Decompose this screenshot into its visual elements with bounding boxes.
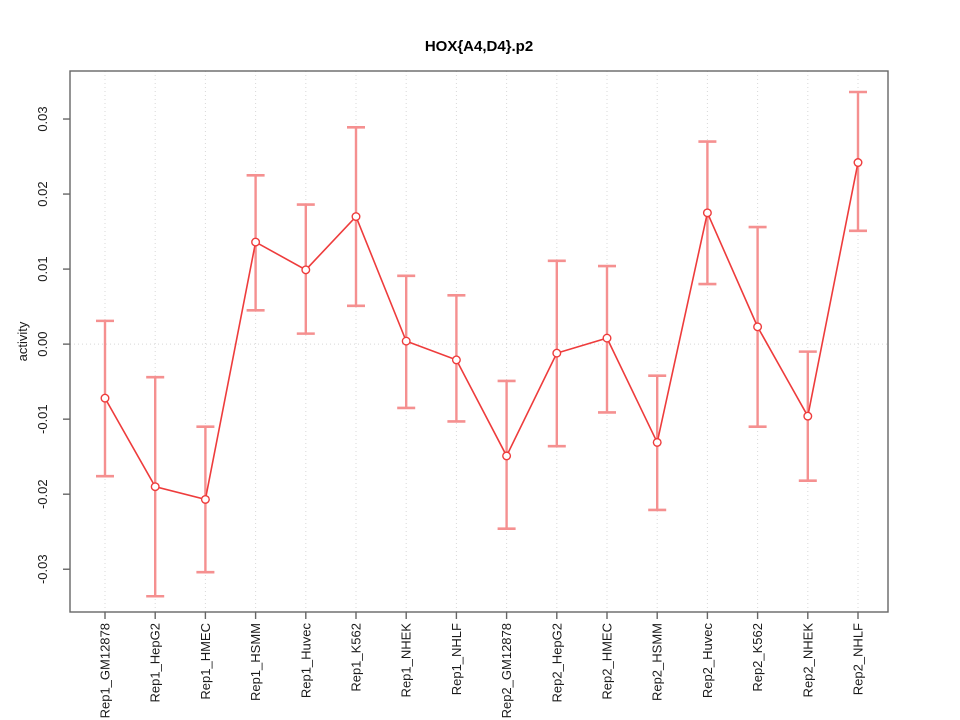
- x-tick-label: Rep1_NHLF: [449, 623, 464, 695]
- x-tick-label: Rep2_GM12878: [499, 623, 514, 718]
- data-point: [652, 437, 662, 447]
- x-tick-label: Rep2_HMEC: [600, 623, 615, 700]
- series-line: [104, 162, 859, 501]
- data-point: [351, 212, 361, 222]
- x-tick-label: Rep1_HSMM: [248, 623, 263, 701]
- data-point: [702, 208, 712, 218]
- data-point: [401, 336, 411, 346]
- x-tick-label: Rep2_NHLF: [851, 623, 866, 695]
- x-tick-label: Rep1_HMEC: [198, 623, 213, 700]
- y-tick-label: 0.02: [35, 181, 50, 206]
- x-tick-label: Rep1_Huvec: [298, 623, 313, 699]
- y-axis-label: activity: [15, 321, 30, 361]
- x-tick-label: Rep1_K562: [349, 623, 364, 692]
- data-point: [301, 265, 311, 275]
- x-tick-label: Rep2_HSMM: [650, 623, 665, 701]
- data-point: [200, 494, 210, 504]
- x-tick-label: Rep1_HepG2: [148, 623, 163, 703]
- data-point: [803, 411, 813, 421]
- y-tick-label: 0.01: [35, 256, 50, 281]
- data-point: [451, 355, 461, 365]
- data-point: [853, 158, 863, 168]
- x-tick-label: Rep2_HepG2: [549, 623, 564, 703]
- y-tick-label: 0.03: [35, 106, 50, 131]
- x-tick-label: Rep1_NHEK: [399, 623, 414, 698]
- data-point: [552, 348, 562, 358]
- data-point: [602, 333, 612, 343]
- y-tick-label: -0.01: [35, 404, 50, 434]
- x-tick-label: Rep1_GM12878: [98, 623, 113, 718]
- y-tick-label: 0.00: [35, 331, 50, 356]
- x-tick-label: Rep2_K562: [750, 623, 765, 692]
- data-point: [502, 451, 512, 461]
- y-tick-label: -0.03: [35, 554, 50, 584]
- x-tick-label: Rep2_NHEK: [800, 623, 815, 698]
- data-point: [251, 237, 261, 247]
- y-tick-label: -0.02: [35, 479, 50, 509]
- data-point: [100, 393, 110, 403]
- chart-title: HOX{A4,D4}.p2: [424, 38, 534, 55]
- data-point: [753, 322, 763, 332]
- x-tick-label: Rep2_Huvec: [700, 623, 715, 699]
- data-point: [150, 482, 160, 492]
- plot-border: [69, 70, 889, 613]
